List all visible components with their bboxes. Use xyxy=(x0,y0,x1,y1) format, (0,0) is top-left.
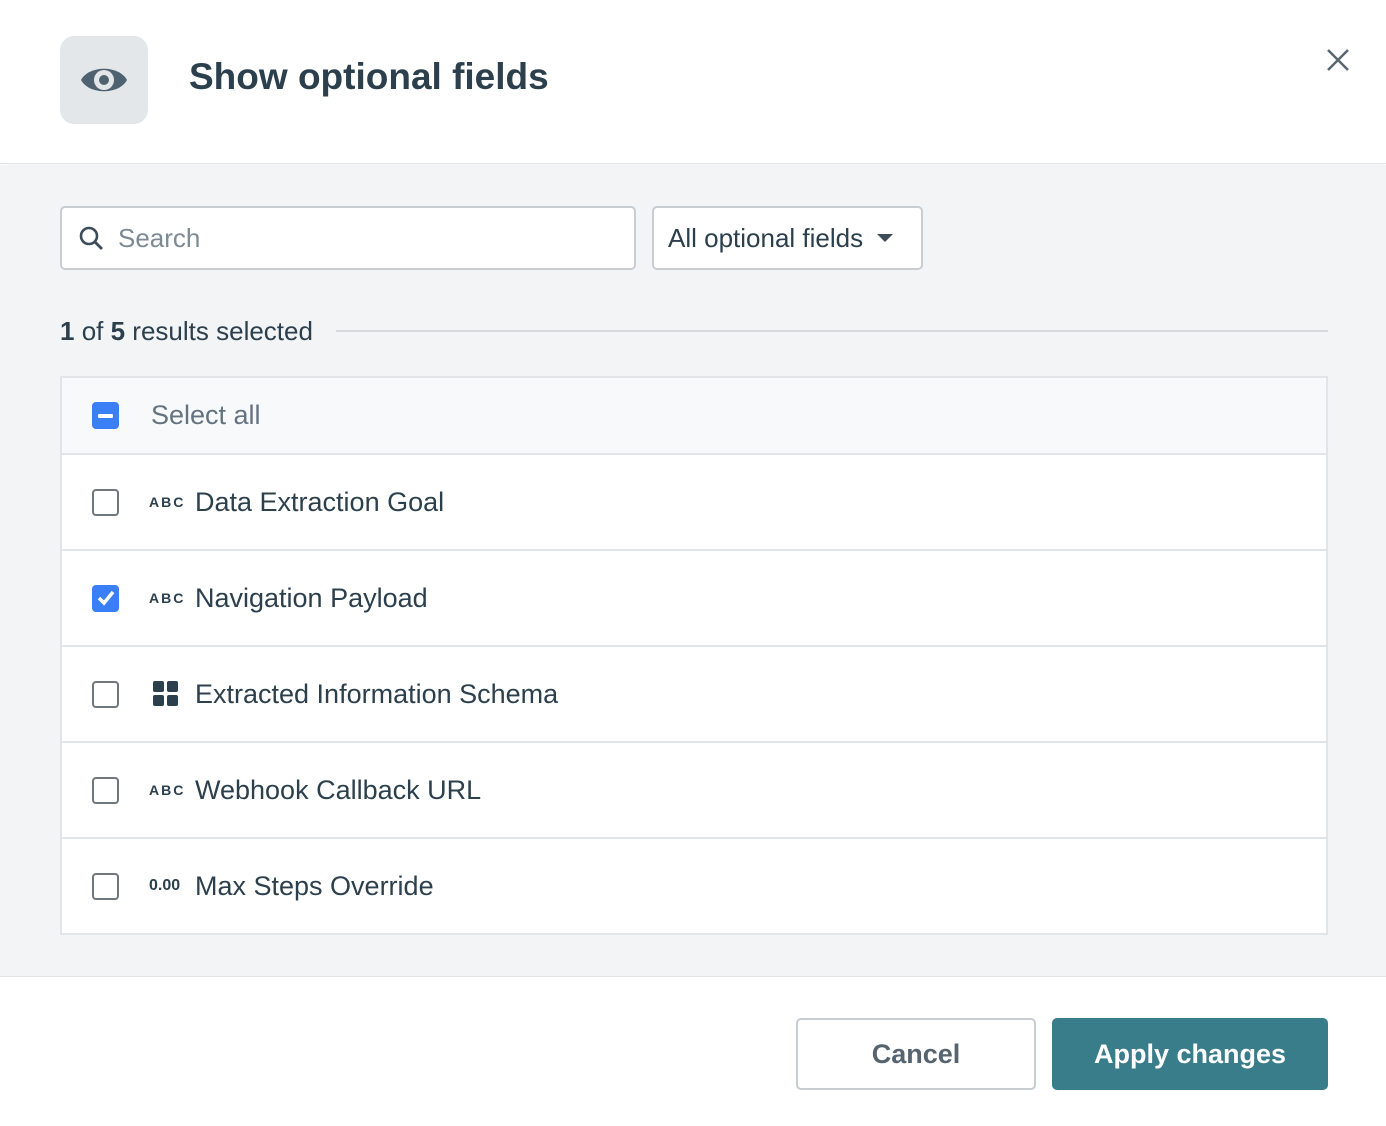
field-label: Extracted Information Schema xyxy=(195,678,559,709)
select-all-checkbox[interactable] xyxy=(92,402,119,429)
checkbox[interactable] xyxy=(92,488,119,516)
checkbox[interactable] xyxy=(92,776,119,804)
list-item[interactable]: 0.00 Max Steps Override xyxy=(62,837,1326,933)
dialog-header: Show optional fields xyxy=(0,0,1386,164)
select-all-label: Select all xyxy=(151,400,261,430)
select-all-row[interactable]: Select all xyxy=(62,378,1326,453)
filter-selected-value: All optional fields xyxy=(668,222,864,253)
number-type-icon: 0.00 xyxy=(149,877,181,894)
text-type-icon: ABC xyxy=(149,590,186,606)
dialog-title: Show optional fields xyxy=(189,56,549,97)
field-filter-dropdown[interactable]: All optional fields xyxy=(652,206,923,270)
cancel-button[interactable]: Cancel xyxy=(796,1018,1036,1090)
divider xyxy=(336,330,1328,332)
close-icon[interactable] xyxy=(1322,44,1354,76)
list-item[interactable]: ABC Navigation Payload xyxy=(62,549,1326,645)
list-item[interactable]: ABC Webhook Callback URL xyxy=(62,741,1326,837)
checkbox[interactable] xyxy=(92,872,119,900)
list-item[interactable]: ABC Data Extraction Goal xyxy=(62,453,1326,549)
text-type-icon: ABC xyxy=(149,782,186,798)
search-input[interactable] xyxy=(118,222,598,254)
apply-changes-button[interactable]: Apply changes xyxy=(1052,1018,1328,1090)
field-label: Data Extraction Goal xyxy=(195,486,445,517)
search-icon xyxy=(79,226,103,250)
field-label: Navigation Payload xyxy=(195,582,428,613)
dialog-body: All optional fields 1 of 5 results selec… xyxy=(0,165,1386,977)
checkbox[interactable] xyxy=(92,584,119,612)
text-type-icon: ABC xyxy=(149,494,186,510)
checkbox[interactable] xyxy=(92,680,119,708)
field-label: Webhook Callback URL xyxy=(195,774,482,805)
grid-icon xyxy=(149,681,195,707)
caret-down-icon xyxy=(877,234,894,242)
field-list: Select all ABC Data Extraction Goal ABC … xyxy=(60,376,1328,935)
list-item[interactable]: Extracted Information Schema xyxy=(62,645,1326,741)
results-count: 1 of 5 results selected xyxy=(60,316,313,346)
search-field[interactable] xyxy=(60,206,636,270)
field-label: Max Steps Override xyxy=(195,870,434,901)
checkmark-icon xyxy=(97,590,114,606)
eye-icon xyxy=(60,36,148,124)
